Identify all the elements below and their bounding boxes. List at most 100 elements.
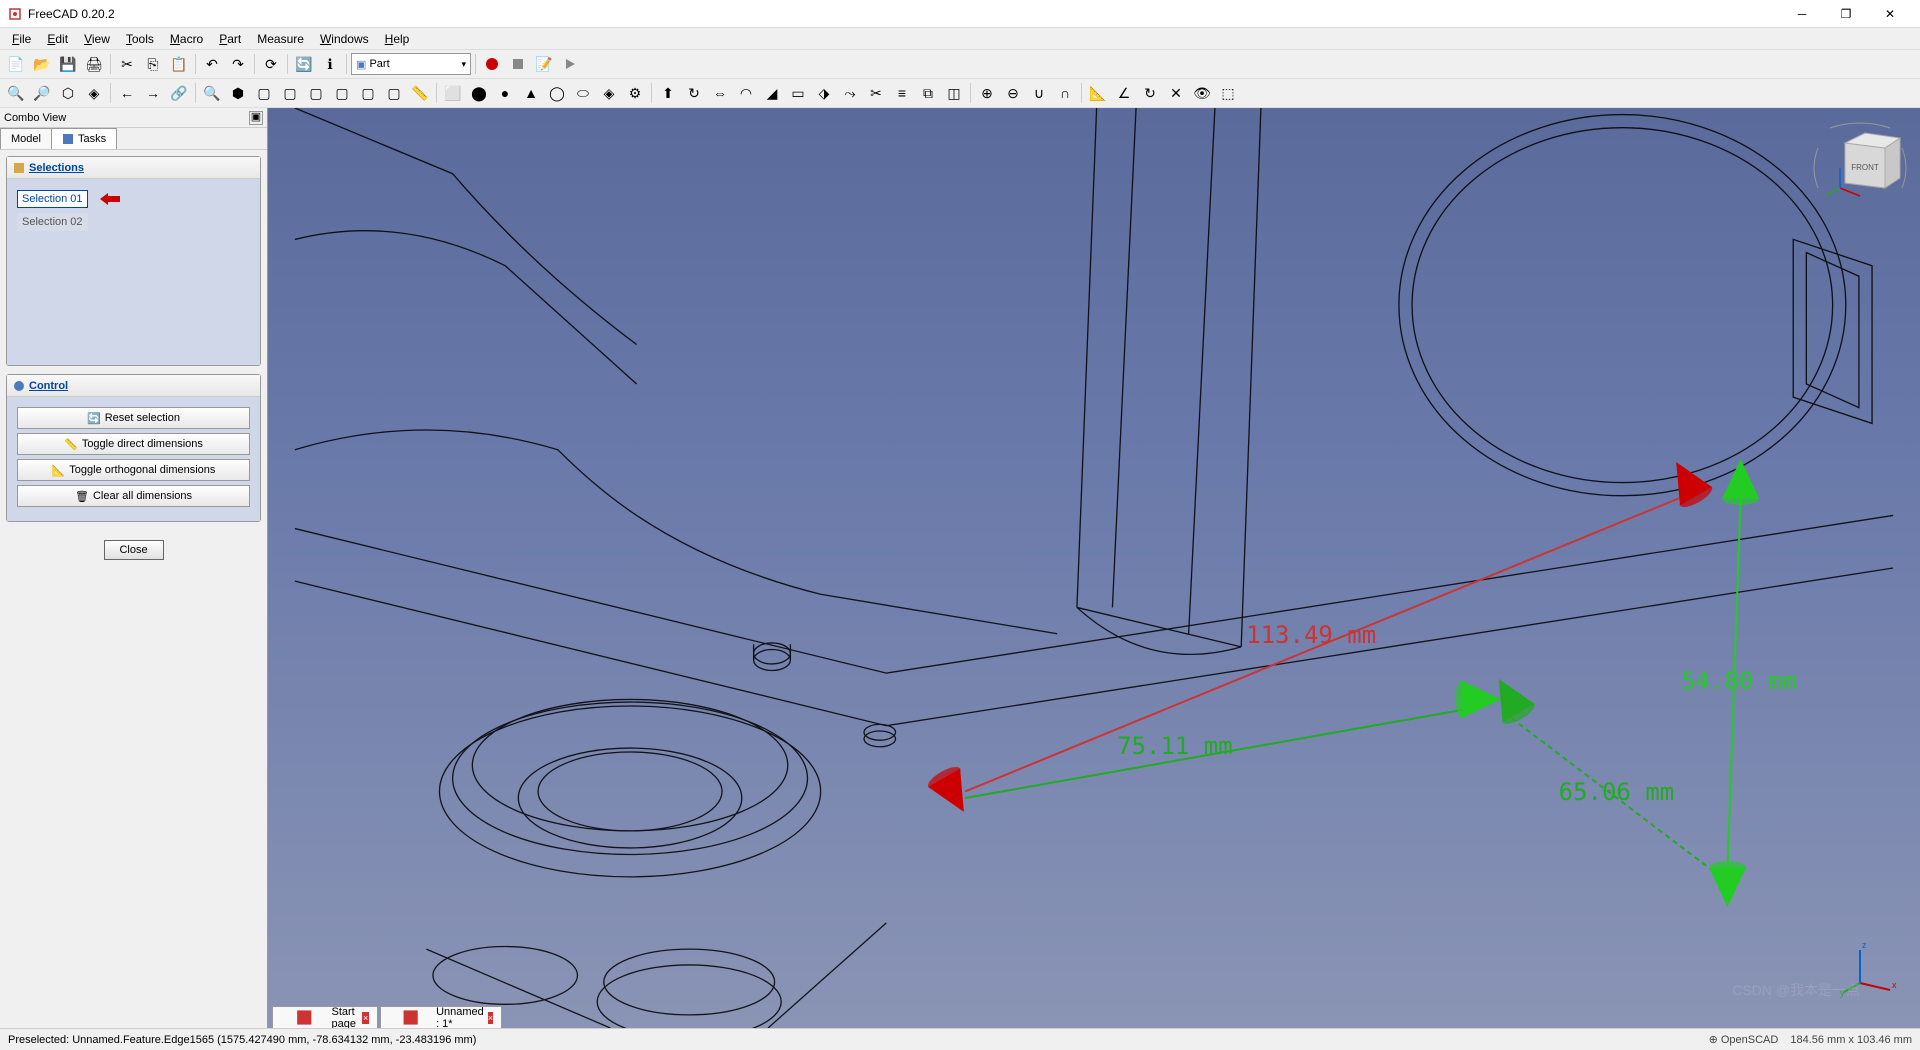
close-tab-icon[interactable]: × bbox=[488, 1012, 493, 1024]
part-primitives-button[interactable]: ◈ bbox=[597, 81, 621, 105]
axonometric-button[interactable]: ◈ bbox=[82, 81, 106, 105]
undo-button[interactable]: ↶ bbox=[200, 52, 224, 76]
measure-clear-button[interactable]: ✕ bbox=[1164, 81, 1188, 105]
maximize-button[interactable]: ❐ bbox=[1824, 0, 1868, 28]
revolve-button[interactable]: ↻ bbox=[682, 81, 706, 105]
chamfer-button[interactable]: ◢ bbox=[760, 81, 784, 105]
isometric-button[interactable]: ⬡ bbox=[56, 81, 80, 105]
nav-back-button[interactable]: ← bbox=[115, 81, 139, 105]
measure-angular-button[interactable]: ∠ bbox=[1112, 81, 1136, 105]
view-rear-button[interactable]: ▢ bbox=[330, 81, 354, 105]
close-button[interactable]: ✕ bbox=[1868, 0, 1912, 28]
macro-stop-button[interactable] bbox=[506, 52, 530, 76]
measure-refresh-button[interactable]: ↻ bbox=[1138, 81, 1162, 105]
cut-button[interactable]: ✂ bbox=[115, 52, 139, 76]
menu-help[interactable]: Help bbox=[377, 30, 418, 48]
menu-file[interactable]: File bbox=[4, 30, 39, 48]
reset-selection-button[interactable]: 🔄Reset selection bbox=[17, 407, 250, 429]
menu-macro[interactable]: Macro bbox=[162, 30, 211, 48]
part-sphere-button[interactable]: ● bbox=[493, 81, 517, 105]
view-bottom-button[interactable]: ▢ bbox=[356, 81, 380, 105]
view-front-button[interactable]: ▢ bbox=[252, 81, 276, 105]
selection-item-01[interactable]: Selection 01 bbox=[17, 190, 88, 208]
close-tab-icon[interactable]: × bbox=[362, 1012, 368, 1024]
menu-view[interactable]: View bbox=[76, 30, 118, 48]
part-builder-button[interactable]: ⚙ bbox=[623, 81, 647, 105]
part-tube-button[interactable]: ⬭ bbox=[571, 81, 595, 105]
offset3d-button[interactable]: ⧉ bbox=[916, 81, 940, 105]
view-left-button[interactable]: ▢ bbox=[382, 81, 406, 105]
combo-view-label: Combo View bbox=[4, 112, 66, 124]
redo-button[interactable]: ↷ bbox=[226, 52, 250, 76]
section-button[interactable]: ✂ bbox=[864, 81, 888, 105]
mirror-button[interactable]: ⇔ bbox=[708, 81, 732, 105]
doc-tab-start[interactable]: Start page × bbox=[272, 1006, 378, 1028]
paste-button[interactable]: 📋 bbox=[167, 52, 191, 76]
whatsthis-button[interactable]: ℹ bbox=[318, 52, 342, 76]
zoom-button[interactable]: 🔍 bbox=[200, 81, 224, 105]
new-button[interactable]: 📄 bbox=[4, 52, 28, 76]
menu-edit[interactable]: Edit bbox=[39, 30, 76, 48]
nav-forward-button[interactable]: → bbox=[141, 81, 165, 105]
macro-edit-button[interactable]: 📝 bbox=[532, 52, 556, 76]
part-torus-button[interactable]: ◯ bbox=[545, 81, 569, 105]
separator bbox=[195, 54, 196, 74]
measure-button[interactable]: 📏 bbox=[408, 81, 432, 105]
close-task-button[interactable]: Close bbox=[104, 540, 164, 560]
reload-button[interactable]: 🔄 bbox=[292, 52, 316, 76]
cross-sections-button[interactable]: ≡ bbox=[890, 81, 914, 105]
fit-all-button[interactable]: 🔍 bbox=[4, 81, 28, 105]
control-header[interactable]: Control bbox=[7, 375, 260, 397]
macro-record-button[interactable] bbox=[480, 52, 504, 76]
tab-tasks[interactable]: Tasks bbox=[51, 128, 117, 149]
workbench-label: Part bbox=[369, 58, 389, 70]
macro-run-button[interactable] bbox=[558, 52, 582, 76]
3d-viewport[interactable]: 113.49 mm75.11 mm54.80 mm65.06 mm FRONT bbox=[268, 108, 1920, 1028]
fillet-button[interactable]: ◠ bbox=[734, 81, 758, 105]
toggle-orthogonal-button[interactable]: 📐Toggle orthogonal dimensions bbox=[17, 459, 250, 481]
part-cylinder-button[interactable]: ⬤ bbox=[467, 81, 491, 105]
selection-item-02[interactable]: Selection 02 bbox=[17, 213, 88, 231]
save-button[interactable]: 💾 bbox=[56, 52, 80, 76]
document-tabs: Start page × Unnamed : 1* × bbox=[268, 1006, 506, 1028]
view-right-button[interactable]: ▢ bbox=[304, 81, 328, 105]
menu-measure[interactable]: Measure bbox=[249, 30, 312, 48]
fuse-button[interactable]: ∪ bbox=[1027, 81, 1051, 105]
navigation-cube[interactable]: FRONT bbox=[1810, 118, 1910, 218]
clear-dimensions-button[interactable]: 🗑Clear all dimensions bbox=[17, 485, 250, 507]
draw-style-button[interactable]: ⬢ bbox=[226, 81, 250, 105]
ruled-surface-button[interactable]: ▭ bbox=[786, 81, 810, 105]
tab-model[interactable]: Model bbox=[0, 128, 52, 149]
sweep-button[interactable]: ⤳ bbox=[838, 81, 862, 105]
panel-close-button[interactable]: ▣ bbox=[249, 111, 263, 125]
toggle-direct-button[interactable]: 📏Toggle direct dimensions bbox=[17, 433, 250, 455]
menu-tools[interactable]: Tools bbox=[118, 30, 162, 48]
thickness-button[interactable]: ◫ bbox=[942, 81, 966, 105]
menu-part[interactable]: Part bbox=[211, 30, 249, 48]
common-button[interactable]: ∩ bbox=[1053, 81, 1077, 105]
measure-linear-button[interactable]: 📐 bbox=[1086, 81, 1110, 105]
view-top-button[interactable]: ▢ bbox=[278, 81, 302, 105]
part-cone-button[interactable]: ▲ bbox=[519, 81, 543, 105]
extrude-button[interactable]: ⬆ bbox=[656, 81, 680, 105]
print-button[interactable]: 🖨 bbox=[82, 52, 106, 76]
menu-windows[interactable]: Windows bbox=[312, 30, 377, 48]
workbench-selector[interactable]: ▣ Part ▾ bbox=[351, 53, 471, 75]
selections-section: Selections Selection 01 Selection 02 bbox=[6, 156, 261, 366]
status-mode[interactable]: ⊕ OpenSCAD bbox=[1709, 1033, 1779, 1046]
refresh-button[interactable]: ⟳ bbox=[259, 52, 283, 76]
selections-header[interactable]: Selections bbox=[7, 157, 260, 179]
loft-button[interactable]: ⬗ bbox=[812, 81, 836, 105]
fit-selection-button[interactable]: 🔎 bbox=[30, 81, 54, 105]
open-button[interactable]: 📂 bbox=[30, 52, 54, 76]
measure-toggle3d-button[interactable]: ⬚ bbox=[1216, 81, 1240, 105]
copy-button[interactable]: ⎘ bbox=[141, 52, 165, 76]
link-button[interactable]: 🔗 bbox=[167, 81, 191, 105]
svg-text:x: x bbox=[1892, 980, 1897, 990]
boolean-button[interactable]: ⊕ bbox=[975, 81, 999, 105]
part-cube-button[interactable]: ⬜ bbox=[441, 81, 465, 105]
measure-toggle-button[interactable]: 👁 bbox=[1190, 81, 1214, 105]
minimize-button[interactable]: ─ bbox=[1780, 0, 1824, 28]
cut-button[interactable]: ⊖ bbox=[1001, 81, 1025, 105]
doc-tab-unnamed[interactable]: Unnamed : 1* × bbox=[380, 1006, 502, 1028]
